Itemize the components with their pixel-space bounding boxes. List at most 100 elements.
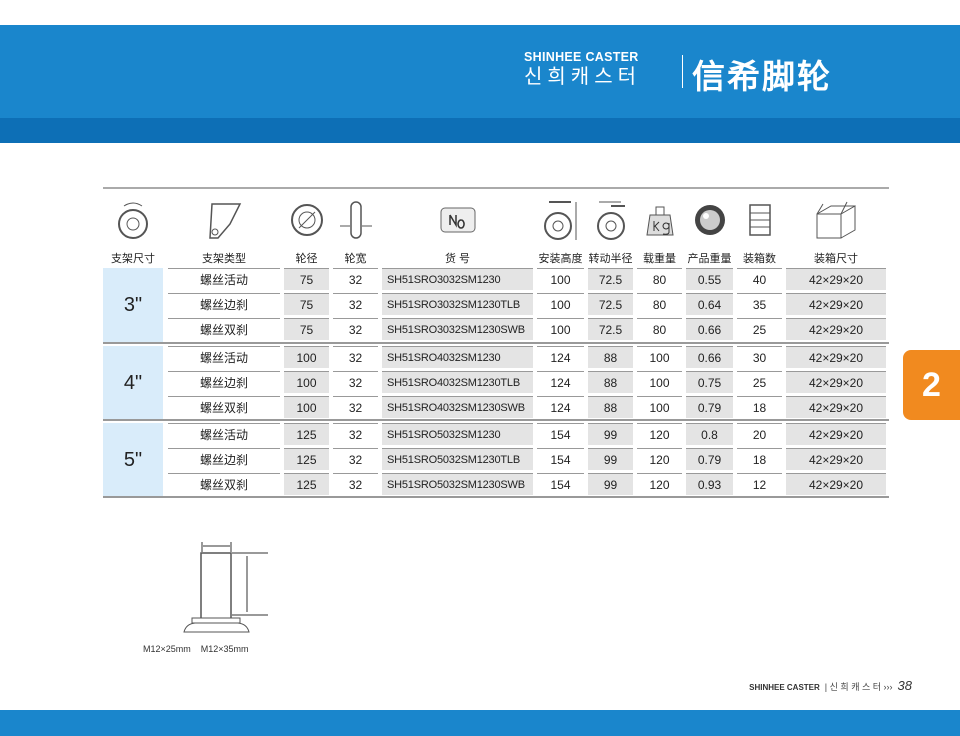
bolt-diagram: [170, 538, 270, 643]
table-cell: 100: [537, 268, 584, 290]
table-cell: 32: [333, 318, 378, 340]
table-cell: 100: [637, 371, 682, 393]
table-cell: 125: [284, 423, 329, 445]
table-cell: 100: [537, 318, 584, 340]
brand-chinese: 信希脚轮: [692, 58, 832, 95]
table-cell: 18: [737, 448, 782, 470]
table-cell: SH51SRO4032SM1230: [382, 346, 533, 368]
table-top-rule: [103, 187, 889, 189]
table-cell: 25: [737, 371, 782, 393]
header-band: [0, 25, 960, 118]
table-cell: 99: [588, 473, 633, 495]
column-header-label: 货 号: [444, 253, 471, 265]
table-cell: 35: [737, 293, 782, 315]
table-cell: 螺丝边刹: [168, 448, 280, 470]
table-cell: 30: [737, 346, 782, 368]
wheel-rotation-icon: [103, 196, 163, 244]
table-cell: 124: [537, 346, 584, 368]
table-cell: 20: [737, 423, 782, 445]
table-cell: 42×29×20: [786, 473, 886, 495]
size-cell: 4": [103, 346, 163, 420]
wheel-width-icon: [333, 196, 378, 244]
mount-height-icon: [537, 196, 584, 244]
table-cell: 154: [537, 473, 584, 495]
table-cell: 124: [537, 371, 584, 393]
column-header: 装箱尺寸: [786, 196, 886, 266]
table-cell: SH51SRO4032SM1230SWB: [382, 396, 533, 418]
table-cell: 0.8: [686, 423, 733, 445]
size-cell: 3": [103, 268, 163, 342]
table-cell: 40: [737, 268, 782, 290]
column-header: 载重量: [637, 196, 682, 266]
column-header: 产品重量: [686, 196, 733, 266]
table-cell: 12: [737, 473, 782, 495]
column-header-label: 支架类型: [202, 253, 246, 265]
footer-band: [0, 710, 960, 736]
table-cell: 42×29×20: [786, 346, 886, 368]
table-cell: 80: [637, 293, 682, 315]
table-cell: 42×29×20: [786, 268, 886, 290]
table-cell: 0.79: [686, 448, 733, 470]
table-cell: 0.75: [686, 371, 733, 393]
table-cell: 42×29×20: [786, 396, 886, 418]
bracket-icon: [168, 196, 280, 244]
table-cell: 42×29×20: [786, 293, 886, 315]
column-header: 轮宽: [333, 196, 378, 266]
column-header: 转动半径: [588, 196, 633, 266]
table-cell: 75: [284, 293, 329, 315]
column-header-label: 载重量: [643, 253, 676, 265]
table-cell: SH51SRO5032SM1230: [382, 423, 533, 445]
table-cell: 124: [537, 396, 584, 418]
carton-size-icon: [786, 196, 886, 244]
table-cell: 88: [588, 346, 633, 368]
table-cell: 154: [537, 448, 584, 470]
column-header: 支架类型: [168, 196, 280, 266]
table-cell: 32: [333, 293, 378, 315]
column-header-label: 支架尺寸: [111, 253, 155, 265]
header-stripe: [0, 118, 960, 143]
table-cell: 螺丝双刹: [168, 318, 280, 340]
column-header: 支架尺寸: [103, 196, 163, 266]
table-cell: 99: [588, 448, 633, 470]
brand-block: SHINHEE CASTER 신희캐스터: [524, 50, 676, 89]
table-cell: SH51SRO3032SM1230TLB: [382, 293, 533, 315]
table-cell: 100: [637, 346, 682, 368]
table-cell: 32: [333, 396, 378, 418]
column-header: 轮径: [284, 196, 329, 266]
table-cell: 75: [284, 268, 329, 290]
footer-row: SHINHEE CASTER | 신 희 캐 스 터 ››› 38: [749, 678, 912, 693]
table-cell: 80: [637, 268, 682, 290]
table-cell: 32: [333, 346, 378, 368]
table-cell: 螺丝双刹: [168, 473, 280, 495]
table-cell: 0.64: [686, 293, 733, 315]
table-cell: 75: [284, 318, 329, 340]
table-cell: 88: [588, 396, 633, 418]
bolt-caption: M12×25mm M12×35mm: [143, 644, 249, 654]
footer-korean: | 신 희 캐 스 터 ›››: [824, 682, 893, 692]
table-cell: 25: [737, 318, 782, 340]
table-cell: 99: [588, 423, 633, 445]
table-cell: 100: [284, 371, 329, 393]
table-cell: 螺丝活动: [168, 423, 280, 445]
column-header: 装箱数: [737, 196, 782, 266]
table-cell: 18: [737, 396, 782, 418]
table-cell: 42×29×20: [786, 448, 886, 470]
table-cell: 120: [637, 473, 682, 495]
table-cell: 80: [637, 318, 682, 340]
size-cell: 5": [103, 423, 163, 497]
item-number-icon: [382, 196, 533, 244]
footer-brand: SHINHEE CASTER: [749, 683, 820, 692]
table-cell: SH51SRO5032SM1230TLB: [382, 448, 533, 470]
table-cell: 100: [284, 396, 329, 418]
table-cell: 100: [537, 293, 584, 315]
table-cell: 32: [333, 448, 378, 470]
table-cell: 42×29×20: [786, 318, 886, 340]
table-cell: SH51SRO3032SM1230: [382, 268, 533, 290]
swivel-radius-icon: [588, 196, 633, 244]
table-cell: 125: [284, 473, 329, 495]
table-cell: 螺丝活动: [168, 268, 280, 290]
column-header: 货 号: [382, 196, 533, 266]
table-cell: 32: [333, 423, 378, 445]
table-cell: 42×29×20: [786, 423, 886, 445]
table-cell: 0.79: [686, 396, 733, 418]
